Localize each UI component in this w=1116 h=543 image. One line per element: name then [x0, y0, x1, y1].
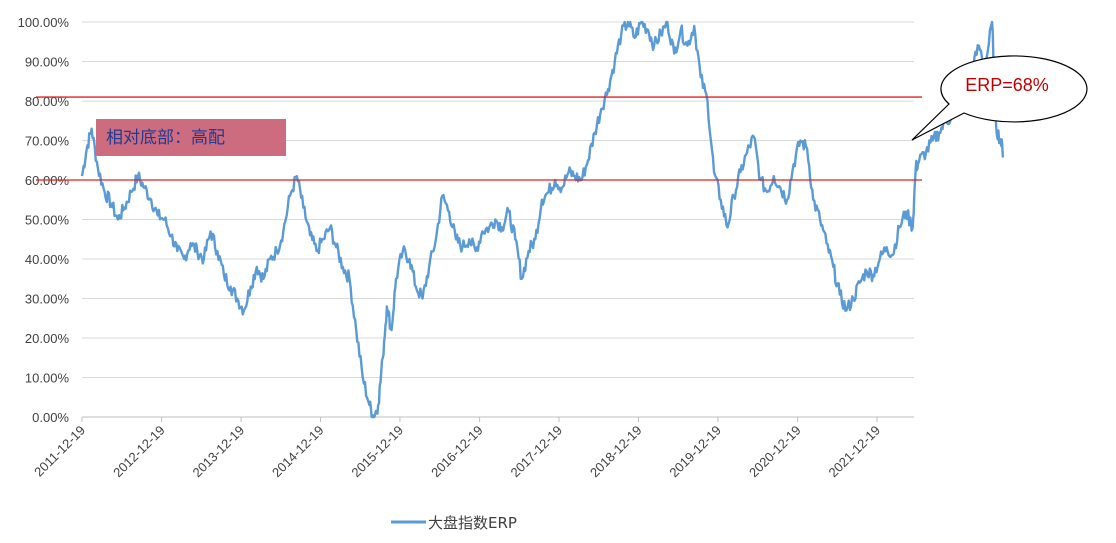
callout-bubble: ERP=68% — [911, 55, 1088, 141]
y-tick-label: 0.00% — [32, 410, 69, 425]
x-tick-label: 2011-12-19 — [31, 423, 88, 480]
x-tick-label: 2020-12-19 — [746, 423, 804, 481]
x-tick-label: 2013-12-19 — [190, 423, 248, 481]
annotation-box: 相对底部：高配 — [96, 119, 286, 156]
callout-label: ERP=68% — [965, 75, 1049, 95]
y-axis-tick-labels: 0.00%10.00%20.00%30.00%40.00%50.00%60.00… — [18, 15, 70, 425]
x-tick-label: 2017-12-19 — [508, 423, 566, 481]
legend-entry-label: 大盘指数ERP — [428, 514, 517, 532]
y-tick-label: 50.00% — [25, 213, 70, 228]
callout-bubble-shape — [911, 55, 1088, 141]
x-axis-tick-labels: 2011-12-19 2012-12-19 2013-12-19 2014-12-19… — [31, 417, 883, 480]
annotation-box-bg — [96, 119, 286, 156]
y-tick-label: 70.00% — [25, 134, 70, 149]
y-tick-label: 90.00% — [25, 55, 70, 70]
y-tick-label: 40.00% — [25, 252, 70, 267]
x-tick-label: 2019-12-19 — [666, 423, 724, 481]
x-tick-label: 2012-12-19 — [110, 423, 168, 481]
legend: 大盘指数ERP — [391, 514, 517, 532]
y-tick-label: 80.00% — [25, 94, 70, 109]
grid-lines — [82, 21, 914, 418]
y-tick-label: 10.00% — [25, 371, 70, 386]
annotation-box-label: 相对底部：高配 — [106, 128, 225, 148]
reference-lines — [36, 96, 922, 181]
x-tick-label: 2021-12-19 — [825, 423, 883, 481]
y-tick-label: 20.00% — [25, 331, 70, 346]
x-tick-label: 2014-12-19 — [269, 423, 327, 481]
series-line — [80, 20, 1005, 419]
x-tick-label: 2015-12-19 — [348, 423, 406, 481]
x-tick-label: 2016-12-19 — [428, 423, 486, 481]
x-tick-label: 2018-12-19 — [587, 423, 645, 481]
y-tick-label: 100.00% — [18, 15, 70, 30]
y-tick-label: 30.00% — [25, 292, 70, 307]
series-layer — [80, 20, 1005, 419]
